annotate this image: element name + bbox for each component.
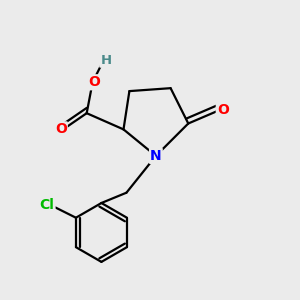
Text: O: O [217,103,229,117]
Text: Cl: Cl [40,198,55,212]
Text: O: O [88,75,100,89]
Text: O: O [55,122,67,136]
Text: N: N [150,149,162,163]
Text: H: H [100,54,111,67]
